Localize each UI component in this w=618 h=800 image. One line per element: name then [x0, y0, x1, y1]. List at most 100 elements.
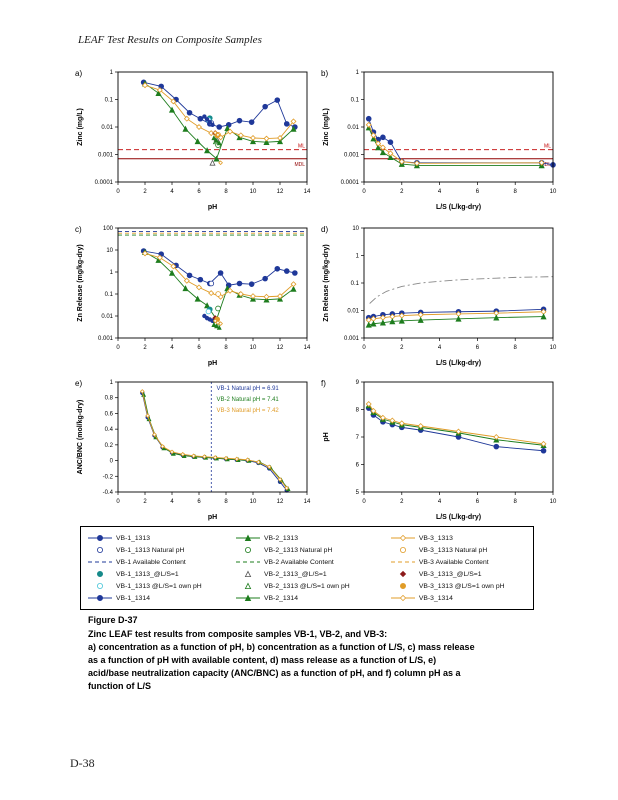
legend-item: VB-2_1313: [235, 533, 386, 543]
svg-text:10: 10: [250, 345, 257, 351]
svg-text:Zn Release (mg/kg-dry): Zn Release (mg/kg-dry): [77, 244, 84, 321]
legend: VB-1_1313 VB-2_1313 VB-3_1313 VB-1_1313 Nat…: [80, 526, 534, 610]
legend-swatch-icon: [88, 561, 112, 563]
legend-label: VB-3 Available Content: [418, 558, 489, 566]
chart-b: 0 2 4 6 8 10 1 0.1 0.01 0.001 0.0001 ML MDL L/S (L/kg…: [318, 62, 563, 212]
svg-text:4: 4: [438, 499, 442, 505]
legend-label: VB-1_1313 @L/S=1 own pH: [116, 582, 202, 590]
legend-swatch-icon: [88, 535, 112, 541]
svg-text:ML: ML: [544, 144, 551, 150]
svg-text:0: 0: [362, 499, 366, 505]
chart-e: 0 2 4 6 8 10 12 14 1 0.8 0.6 0.4 0.2 0 -0.2 -0.4 VB-1 Na…: [72, 372, 317, 522]
svg-text:6: 6: [197, 189, 201, 195]
svg-text:pH: pH: [208, 360, 217, 367]
legend-item: VB-1_1314: [87, 593, 231, 603]
svg-text:ML: ML: [298, 144, 305, 150]
svg-text:L/S (L/kg-dry): L/S (L/kg-dry): [436, 360, 481, 367]
svg-text:1: 1: [110, 70, 114, 76]
svg-text:a): a): [75, 69, 82, 78]
svg-text:2: 2: [400, 499, 404, 505]
svg-text:9: 9: [356, 380, 360, 386]
running-header: LEAF Test Results on Composite Samples: [78, 34, 262, 46]
legend-label: VB-1_1313_@L/S=1: [116, 570, 179, 578]
svg-text:0: 0: [362, 345, 366, 351]
svg-text:100: 100: [103, 226, 114, 232]
svg-text:4: 4: [170, 499, 174, 505]
legend-item: VB-2_1314: [235, 593, 386, 603]
svg-text:6: 6: [476, 345, 480, 351]
svg-text:Zinc (mg/L): Zinc (mg/L): [323, 108, 330, 146]
svg-text:4: 4: [170, 189, 174, 195]
chart-d: 0 2 4 6 8 10 10 1 0.1 0.01 0.001 L/S (L/kg-dry) Zn R…: [318, 218, 563, 368]
caption-line: acid/base neutralization capacity (ANC/B…: [88, 668, 461, 679]
legend-swatch-icon: [96, 571, 103, 577]
svg-text:2: 2: [400, 189, 404, 195]
legend-label: VB-1_1314: [116, 594, 151, 602]
svg-text:12: 12: [277, 189, 284, 195]
legend-label: VB-3_1313: [418, 534, 453, 542]
legend-label: VB-1_1313 Natural pH: [116, 546, 185, 554]
svg-text:e): e): [75, 379, 82, 388]
svg-text:1: 1: [356, 254, 360, 260]
svg-text:2: 2: [143, 345, 147, 351]
svg-text:8: 8: [514, 345, 518, 351]
legend-item: VB-2_1313_@L/S=1: [235, 569, 386, 579]
svg-text:0.2: 0.2: [105, 443, 114, 449]
svg-text:10: 10: [550, 189, 557, 195]
svg-text:0.8: 0.8: [105, 396, 114, 402]
svg-text:0.001: 0.001: [98, 336, 114, 342]
chart-c: 0 2 4 6 8 10 12 14 100 10 1 0.1 0.01 0.001 pH Zn Releas…: [72, 218, 317, 368]
legend-label: VB-2_1313_@L/S=1: [263, 570, 327, 578]
svg-text:6: 6: [197, 345, 201, 351]
svg-text:2: 2: [143, 189, 147, 195]
svg-text:4: 4: [438, 345, 442, 351]
legend-item: VB-3_1313 @L/S=1 own pH: [390, 581, 527, 591]
legend-item: VB-1_1313 Natural pH: [87, 545, 231, 555]
svg-text:0.01: 0.01: [347, 309, 359, 315]
legend-swatch-icon: [390, 534, 415, 542]
legend-swatch-icon: [399, 570, 407, 578]
chart-f: 0 2 4 6 8 10 9 8 7 6 5 L/S (L/kg-dry) pH f): [318, 372, 563, 522]
legend-label: VB-2_1313 @L/S=1 own pH: [263, 582, 350, 590]
svg-text:0.1: 0.1: [105, 292, 114, 298]
svg-text:8: 8: [514, 499, 518, 505]
svg-text:14: 14: [304, 345, 311, 351]
legend-label: VB-2 Available Content: [263, 558, 334, 566]
caption-line: Zinc LEAF test results from composite sa…: [88, 629, 388, 640]
svg-text:MDL: MDL: [294, 162, 305, 168]
legend-item: VB-3_1313_@L/S=1: [390, 569, 527, 579]
svg-text:6: 6: [356, 463, 360, 469]
legend-swatch-icon: [244, 582, 252, 589]
svg-text:pH: pH: [323, 432, 330, 441]
svg-text:c): c): [75, 225, 82, 234]
caption-line: a) concentration as a function of pH, b)…: [88, 642, 475, 653]
legend-item: VB-2 Available Content: [235, 557, 386, 567]
svg-text:0.01: 0.01: [347, 125, 359, 131]
legend-label: VB-3_1313 @L/S=1 own pH: [418, 582, 505, 590]
svg-text:pH: pH: [208, 204, 217, 211]
svg-text:10: 10: [250, 499, 257, 505]
svg-text:0.1: 0.1: [105, 98, 114, 104]
legend-swatch-icon: [235, 561, 260, 563]
legend-label: VB-2_1313 Natural pH: [263, 546, 333, 554]
legend-swatch-icon: [244, 570, 252, 577]
svg-text:0.4: 0.4: [105, 427, 114, 433]
legend-item: VB-1_1313_@L/S=1: [87, 569, 231, 579]
svg-text:10: 10: [352, 226, 359, 232]
svg-text:5: 5: [356, 490, 360, 496]
svg-text:4: 4: [438, 189, 442, 195]
legend-item: VB-2_1313 Natural pH: [235, 545, 386, 555]
svg-text:0.0001: 0.0001: [95, 180, 114, 186]
chart-a: 0 2 4 6 8 10 12 14 1 0.1 0.01 0.001 0.0001 ML MDL pH Zin…: [72, 62, 317, 212]
caption-line: as a function of pH with available conte…: [88, 655, 437, 666]
svg-text:0.001: 0.001: [344, 336, 360, 342]
svg-text:Zinc (mg/L): Zinc (mg/L): [77, 108, 84, 146]
svg-text:L/S (L/kg-dry): L/S (L/kg-dry): [436, 514, 481, 521]
legend-label: VB-1_1313: [116, 534, 151, 542]
legend-label: VB-2_1314: [263, 594, 298, 602]
svg-text:b): b): [321, 69, 328, 78]
figure-number: Figure D-37: [88, 615, 138, 625]
svg-text:12: 12: [277, 499, 284, 505]
svg-text:0.1: 0.1: [351, 281, 360, 287]
